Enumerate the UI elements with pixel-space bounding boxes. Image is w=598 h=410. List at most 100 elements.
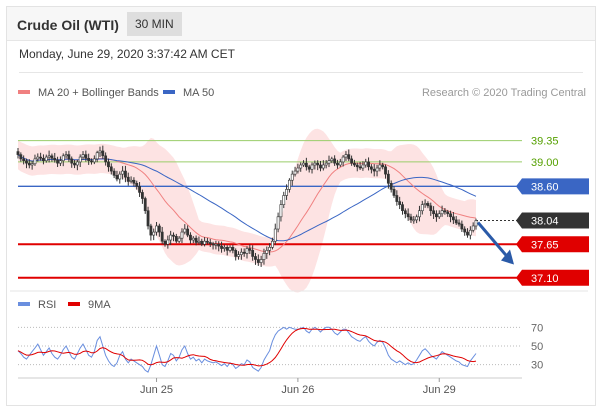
candle-body-19 [70, 158, 74, 164]
candle-body-12 [50, 155, 54, 159]
candle-body-9 [42, 157, 45, 162]
candle-body-14 [56, 159, 59, 164]
candle-body-98 [293, 170, 297, 175]
candle-body-111 [330, 158, 334, 162]
candle-body-51 [160, 231, 164, 242]
candle-body-128 [378, 164, 382, 169]
candle-body-108 [321, 164, 325, 169]
candle-body-78 [237, 254, 240, 257]
support-tag-0 [516, 236, 589, 253]
candle-body-132 [389, 182, 393, 190]
candle-body-61 [189, 234, 192, 241]
candle-body-91 [273, 228, 277, 242]
candle-body-160 [468, 229, 472, 236]
candle-body-157 [460, 223, 464, 230]
candle-body-136 [401, 204, 404, 212]
candle-body-50 [157, 225, 161, 233]
candle-body-1 [19, 154, 23, 160]
forecast-arrow-shaft [476, 221, 510, 259]
candle-body-31 [104, 155, 108, 163]
candle-body-53 [166, 239, 170, 245]
candle-body-150 [440, 210, 444, 215]
candle-body-130 [384, 166, 387, 175]
candle-body-89 [268, 247, 272, 251]
forecast-arrow-head [501, 249, 514, 265]
candle-body-67 [206, 240, 209, 243]
candle-body-84 [254, 256, 257, 260]
candle-body-151 [443, 210, 447, 213]
candle-body-29 [98, 150, 102, 154]
candle-body-20 [73, 162, 76, 166]
candle-body-158 [463, 228, 467, 233]
candle-body-10 [44, 156, 48, 162]
candle-body-96 [288, 179, 291, 190]
candle-body-41 [132, 179, 136, 184]
candle-body-24 [84, 154, 88, 159]
candle-body-40 [129, 179, 133, 182]
candle-body-26 [90, 160, 93, 163]
candle-body-35 [115, 175, 119, 180]
candle-body-126 [372, 168, 376, 172]
candle-body-70 [214, 243, 218, 246]
candle-body-75 [228, 247, 232, 251]
candle-body-80 [242, 251, 246, 254]
candle-body-23 [81, 154, 85, 158]
candle-body-57 [177, 237, 181, 242]
candle-body-21 [75, 161, 79, 166]
candle-body-159 [466, 231, 469, 236]
candle-body-113 [336, 162, 339, 166]
candle-body-25 [87, 157, 91, 162]
candle-body-22 [78, 156, 82, 163]
candle-body-48 [152, 231, 156, 236]
candle-body-146 [429, 205, 433, 212]
x-tick-label-1: Jun 26 [281, 384, 314, 396]
candle-body-135 [398, 201, 402, 205]
candle-body-147 [432, 210, 435, 215]
candle-body-121 [358, 166, 362, 169]
candle-body-28 [95, 152, 99, 160]
current-price-label: 38.04 [531, 215, 559, 227]
resistance-label-0: 39.35 [531, 136, 559, 148]
candle-body-118 [350, 158, 354, 164]
candle-body-56 [174, 236, 178, 242]
candle-body-137 [403, 210, 407, 215]
candle-body-73 [222, 247, 226, 249]
candle-body-133 [392, 189, 396, 196]
rsi-tick-label-1: 50 [531, 341, 543, 353]
candle-body-36 [118, 173, 122, 180]
candle-body-138 [406, 213, 410, 218]
candle-body-62 [191, 237, 195, 241]
candle-body-143 [420, 204, 424, 212]
candle-body-15 [59, 160, 62, 164]
candle-body-97 [290, 173, 294, 181]
candle-body-33 [109, 166, 113, 172]
candle-body-152 [446, 211, 450, 215]
candle-body-4 [27, 162, 31, 166]
timeframe-badge[interactable]: 30 MIN [127, 12, 182, 36]
candle-body-59 [183, 228, 187, 233]
candle-body-109 [324, 162, 328, 166]
rsi-legend-swatch-1 [68, 302, 80, 306]
candle-body-32 [107, 161, 110, 168]
bollinger-band-fill [18, 128, 476, 293]
candle-body-139 [409, 216, 413, 221]
candle-body-87 [262, 253, 266, 260]
candle-body-17 [64, 154, 68, 157]
candle-body-27 [92, 158, 96, 163]
candle-body-93 [279, 204, 283, 218]
candle-body-148 [435, 213, 438, 218]
candle-body-55 [172, 234, 175, 237]
candle-body-63 [194, 237, 198, 243]
candle-body-115 [341, 156, 345, 163]
x-tick-label-2: Jun 29 [423, 384, 456, 396]
candle-body-119 [353, 162, 356, 166]
header-divider [19, 72, 583, 73]
chart-widget: Crude Oil (WTI) 30 MIN Monday, June 29, … [6, 6, 596, 406]
candle-body-58 [180, 231, 184, 239]
candle-body-117 [347, 154, 351, 160]
candle-body-71 [217, 243, 221, 247]
candle-body-66 [203, 240, 206, 245]
candle-body-65 [200, 240, 204, 245]
candle-body-6 [33, 158, 37, 165]
